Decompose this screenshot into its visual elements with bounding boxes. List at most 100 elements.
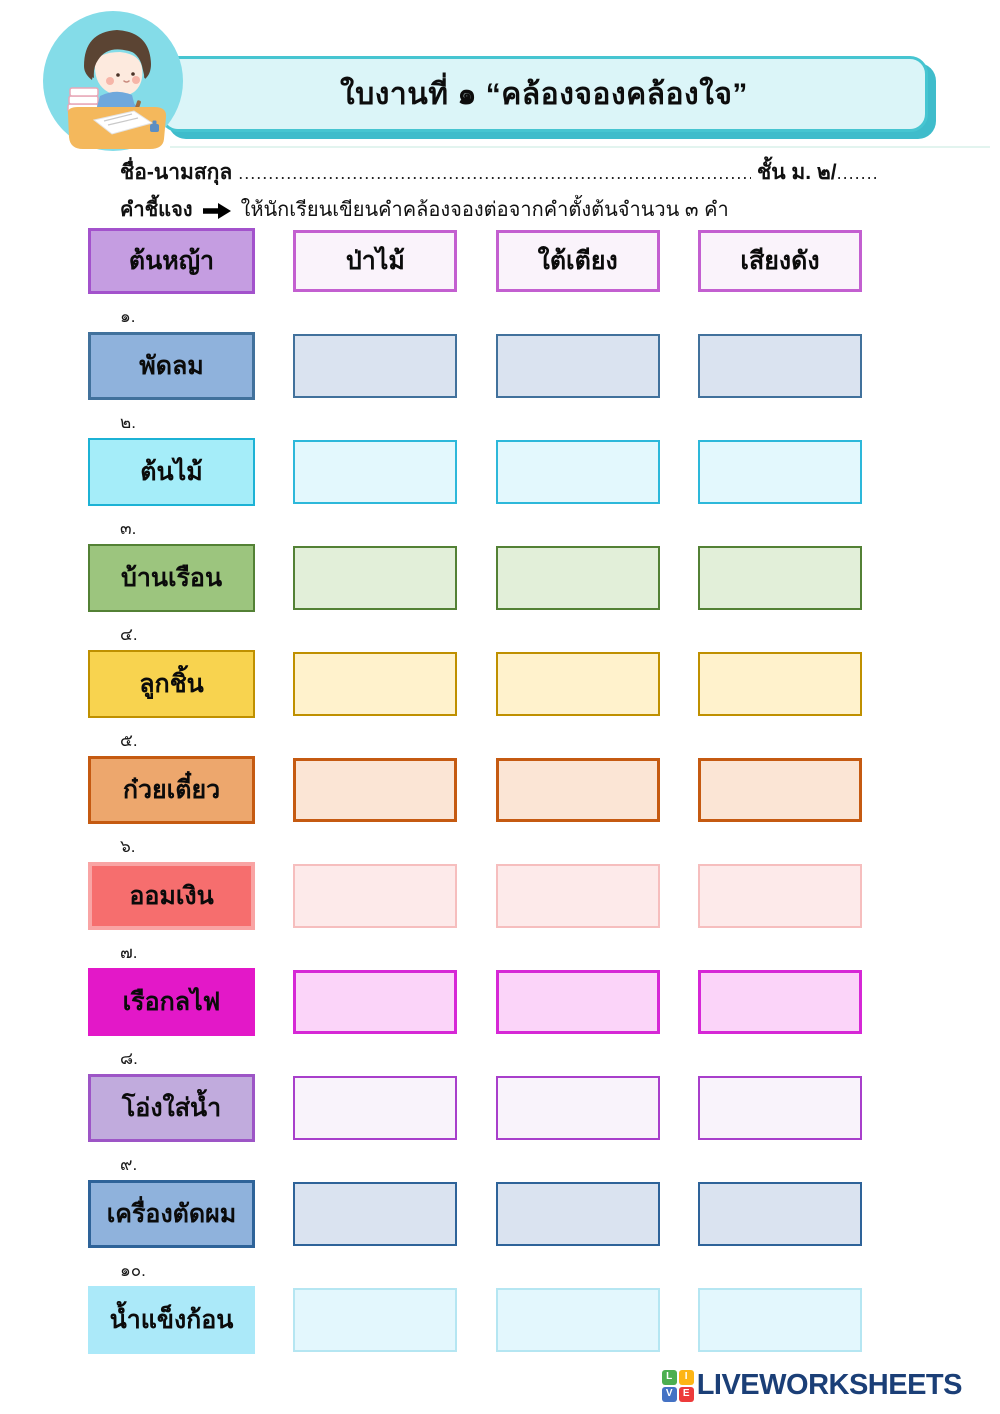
- row-number: ๖.: [120, 837, 136, 856]
- row-number: ๒.: [120, 413, 136, 432]
- prompt-word: ลูกชิ้น: [139, 670, 204, 698]
- logo-square-l: L: [661, 1369, 677, 1385]
- answer-box-3[interactable]: [697, 970, 862, 1034]
- answer-box-2[interactable]: [495, 970, 660, 1034]
- answer-box-3[interactable]: [697, 1288, 862, 1352]
- prompt-box: บ้านเรือน: [88, 544, 255, 612]
- example-prompt-word: ต้นหญ้า: [128, 247, 215, 275]
- answer-box-2[interactable]: [495, 1076, 660, 1140]
- name-line: ชื่อ-นามสกุล ...........................…: [120, 158, 880, 188]
- answer-box-3[interactable]: [697, 334, 862, 398]
- logo-square-i: I: [678, 1369, 694, 1385]
- name-blank[interactable]: ........................................…: [238, 163, 751, 183]
- liveworksheets-logo-icon: L I V E: [661, 1369, 694, 1402]
- worksheet-row: ๖. ออมเงิน: [88, 836, 862, 930]
- example-answer-box: เสียงดัง: [697, 230, 862, 292]
- worksheet-row: ๑. พัดลม: [88, 306, 862, 400]
- answer-box-1[interactable]: [293, 546, 458, 610]
- prompt-word: เครื่องตัดผม: [106, 1200, 237, 1228]
- prompt-box: ต้นไม้: [88, 438, 255, 506]
- answer-box-1[interactable]: [293, 1288, 458, 1352]
- answer-box-2[interactable]: [495, 758, 660, 822]
- row-number: ๕.: [120, 731, 138, 750]
- prompt-box: โอ่งใส่น้ำ: [88, 1074, 255, 1142]
- example-answer-word: เสียงดัง: [740, 247, 820, 275]
- prompt-box: ออมเงิน: [88, 862, 255, 930]
- banner-underline: [170, 146, 990, 148]
- worksheet-row: ๒. ต้นไม้: [88, 412, 862, 506]
- worksheet-row: ๙. เครื่องตัดผม: [88, 1154, 862, 1248]
- answer-box-2[interactable]: [495, 546, 660, 610]
- worksheet-grid: ต้นหญ้า ป่าไม้ ใต้เตียง เสียงดัง ๑. พัดล…: [88, 228, 862, 1366]
- answer-box-2[interactable]: [495, 440, 660, 504]
- brand-name: LIVEWORKSHEETS: [696, 1369, 963, 1401]
- worksheet-row: ๘. โอ่งใส่น้ำ: [88, 1048, 862, 1142]
- example-answer-word: ป่าไม้: [345, 247, 405, 275]
- prompt-box: น้ำแข็งก้อน: [88, 1286, 255, 1354]
- answer-box-1[interactable]: [293, 1076, 458, 1140]
- prompt-word: ก๋วยเตี๋ยว: [122, 776, 221, 804]
- example-row: ต้นหญ้า ป่าไม้ ใต้เตียง เสียงดัง: [88, 228, 862, 294]
- title-banner: ใบงานที่ ๑ “คล้องจองคล้องใจ”: [160, 56, 928, 132]
- student-writing-icon: [43, 11, 183, 151]
- answer-box-1[interactable]: [293, 652, 458, 716]
- answer-box-3[interactable]: [697, 546, 862, 610]
- prompt-box: ก๋วยเตี๋ยว: [88, 756, 255, 824]
- class-blank[interactable]: ...........: [836, 163, 880, 183]
- answer-box-1[interactable]: [293, 334, 458, 398]
- answer-box-2[interactable]: [495, 864, 660, 928]
- answer-box-1[interactable]: [293, 864, 458, 928]
- instruction-text: ให้นักเรียนเขียนคำคล้องจองต่อจากคำตั้งต้…: [240, 199, 729, 221]
- answer-box-3[interactable]: [697, 758, 862, 822]
- instruction-label: คำชี้แจง: [120, 199, 193, 221]
- row-number: ๙.: [120, 1155, 138, 1174]
- answer-box-3[interactable]: [697, 864, 862, 928]
- answer-box-1[interactable]: [293, 440, 458, 504]
- liveworksheets-brand[interactable]: L I V E LIVEWORKSHEETS: [661, 1369, 963, 1402]
- row-number: ๔.: [120, 625, 138, 644]
- prompt-box: ลูกชิ้น: [88, 650, 255, 718]
- answer-box-1[interactable]: [293, 970, 458, 1034]
- row-number: ๑๐.: [120, 1261, 146, 1280]
- answer-box-3[interactable]: [697, 652, 862, 716]
- answer-box-3[interactable]: [697, 1182, 862, 1246]
- arrow-right-icon: [202, 203, 231, 219]
- prompt-box: เครื่องตัดผม: [88, 1180, 255, 1248]
- answer-box-2[interactable]: [495, 652, 660, 716]
- prompt-word: บ้านเรือน: [120, 564, 223, 592]
- header: ใบงานที่ ๑ “คล้องจองคล้องใจ”: [0, 0, 1000, 160]
- row-number: ๑.: [120, 307, 136, 326]
- answer-box-3[interactable]: [697, 440, 862, 504]
- prompt-word: พัดลม: [139, 352, 204, 380]
- prompt-word: น้ำแข็งก้อน: [109, 1306, 234, 1334]
- example-answer-word: ใต้เตียง: [537, 247, 618, 275]
- example-answer-box: ใต้เตียง: [495, 230, 660, 292]
- answer-box-1[interactable]: [293, 758, 458, 822]
- answer-box-2[interactable]: [495, 1182, 660, 1246]
- prompt-word: เรือกลไฟ: [122, 988, 221, 1016]
- logo-square-e: E: [678, 1386, 694, 1402]
- worksheet-row: ๔. ลูกชิ้น: [88, 624, 862, 718]
- page-title: ใบงานที่ ๑ “คล้องจองคล้องใจ”: [340, 77, 748, 111]
- example-prompt-box: ต้นหญ้า: [88, 228, 255, 294]
- inkwell-icon: [150, 120, 159, 132]
- answer-box-2[interactable]: [495, 334, 660, 398]
- worksheet-row: ๓. บ้านเรือน: [88, 518, 862, 612]
- worksheet-row: ๗. เรือกลไฟ: [88, 942, 862, 1036]
- prompt-word: ต้นไม้: [140, 458, 203, 486]
- class-label: ชั้น ม. ๒/: [756, 161, 837, 184]
- answer-box-2[interactable]: [495, 1288, 660, 1352]
- prompt-word: ออมเงิน: [129, 882, 214, 910]
- worksheet-row: ๕. ก๋วยเตี๋ยว: [88, 730, 862, 824]
- answer-box-3[interactable]: [697, 1076, 862, 1140]
- prompt-word: โอ่งใส่น้ำ: [121, 1094, 222, 1122]
- logo-square-v: V: [661, 1386, 677, 1402]
- instruction-line: คำชี้แจง ให้นักเรียนเขียนคำคล้องจองต่อจา…: [120, 196, 940, 224]
- prompt-box: พัดลม: [88, 332, 255, 400]
- name-label: ชื่อ-นามสกุล: [120, 161, 233, 184]
- student-writing-illustration: [38, 8, 188, 158]
- answer-box-1[interactable]: [293, 1182, 458, 1246]
- example-answer-box: ป่าไม้: [293, 230, 458, 292]
- worksheet-row: ๑๐. น้ำแข็งก้อน: [88, 1260, 862, 1354]
- row-number: ๘.: [120, 1049, 138, 1068]
